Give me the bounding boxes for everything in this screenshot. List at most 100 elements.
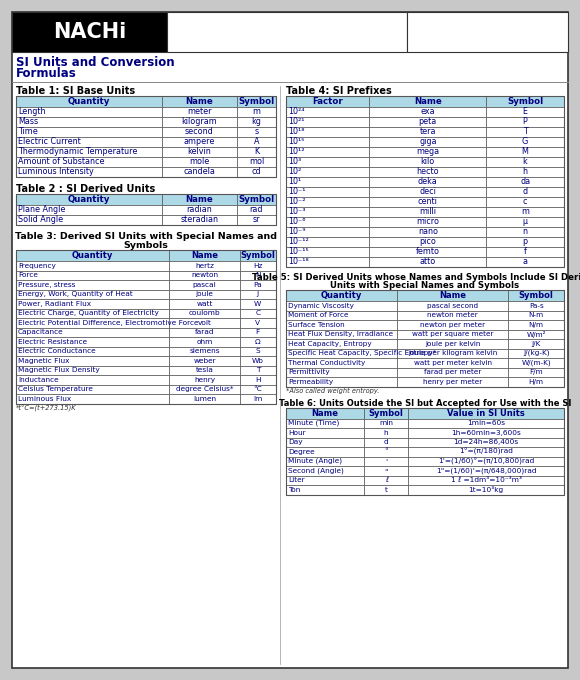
Text: C: C	[255, 310, 260, 316]
Text: G: G	[522, 137, 528, 146]
Text: coulomb: coulomb	[188, 310, 220, 316]
Bar	[486, 217, 564, 227]
Text: Plane Angle: Plane Angle	[18, 205, 66, 214]
Bar	[369, 197, 486, 207]
Text: Electric Charge, Quantity of Electricity: Electric Charge, Quantity of Electricity	[18, 310, 159, 316]
Bar	[486, 157, 564, 167]
Text: lumen: lumen	[193, 396, 216, 402]
Text: W: W	[254, 301, 262, 307]
Text: Magnetic Flux: Magnetic Flux	[18, 358, 70, 364]
Text: femto: femto	[416, 248, 440, 256]
Text: Name: Name	[439, 291, 466, 300]
Text: N: N	[255, 272, 260, 278]
Bar	[16, 215, 162, 225]
Text: Factor: Factor	[312, 97, 343, 106]
Text: joule per kilogram kelvin: joule per kilogram kelvin	[408, 350, 498, 356]
Bar	[240, 375, 276, 384]
Text: 10⁻⁹: 10⁻⁹	[288, 228, 306, 237]
Bar	[16, 318, 169, 328]
Bar	[16, 299, 169, 309]
Text: 1'=(1/60)°=(π/10,800)rad: 1'=(1/60)°=(π/10,800)rad	[438, 458, 534, 465]
Bar	[240, 250, 276, 261]
Text: m: m	[521, 207, 529, 216]
Bar	[286, 147, 369, 157]
Bar	[16, 107, 162, 117]
Text: Permeability: Permeability	[288, 379, 333, 385]
Text: Solid Angle: Solid Angle	[18, 216, 63, 224]
Bar	[240, 299, 276, 309]
Text: 1d=24h=86,400s: 1d=24h=86,400s	[454, 439, 519, 445]
Text: degree Celsius*: degree Celsius*	[176, 386, 233, 392]
Text: Value in SI Units: Value in SI Units	[447, 409, 525, 418]
Text: sr: sr	[253, 216, 260, 224]
Text: N-m: N-m	[528, 312, 544, 318]
Text: Name: Name	[414, 97, 441, 106]
Text: h: h	[384, 430, 389, 436]
Text: K: K	[254, 148, 259, 156]
Bar	[364, 466, 408, 475]
Text: f: f	[524, 248, 527, 256]
Text: 1min=60s: 1min=60s	[467, 420, 505, 426]
Bar	[486, 127, 564, 137]
Text: Minute (Time): Minute (Time)	[288, 420, 339, 426]
Text: Force: Force	[18, 272, 38, 278]
Text: joule per kelvin: joule per kelvin	[425, 341, 480, 347]
Bar	[169, 318, 240, 328]
Bar	[397, 348, 509, 358]
Text: d: d	[384, 439, 389, 445]
Bar	[369, 107, 486, 117]
Bar	[509, 301, 564, 311]
Bar	[486, 247, 564, 257]
Bar	[408, 428, 564, 437]
Text: ": "	[385, 468, 388, 474]
Text: h: h	[523, 167, 528, 177]
Text: °C: °C	[253, 386, 262, 392]
Text: Quantity: Quantity	[68, 195, 110, 204]
Text: Symbol: Symbol	[238, 97, 274, 106]
Bar	[509, 358, 564, 367]
Text: S: S	[255, 348, 260, 354]
Bar	[286, 96, 564, 267]
Text: Length: Length	[18, 107, 45, 116]
Bar	[369, 137, 486, 147]
Bar	[486, 197, 564, 207]
Bar	[237, 215, 276, 225]
Text: Symbol: Symbol	[519, 291, 554, 300]
Bar	[369, 167, 486, 177]
Text: weber: weber	[193, 358, 216, 364]
Bar	[408, 485, 564, 494]
Bar	[369, 147, 486, 157]
Bar	[286, 358, 397, 367]
Text: F/m: F/m	[530, 369, 543, 375]
Bar	[237, 96, 276, 107]
Text: kg: kg	[252, 118, 262, 126]
Bar	[237, 137, 276, 147]
Text: Permittivity: Permittivity	[288, 369, 329, 375]
Text: Hz: Hz	[253, 262, 263, 269]
Text: Energy, Work, Quantity of Heat: Energy, Work, Quantity of Heat	[18, 291, 133, 297]
Bar	[16, 157, 162, 167]
Bar	[162, 96, 237, 107]
Text: Table 1: SI Base Units: Table 1: SI Base Units	[16, 86, 135, 96]
Bar	[509, 377, 564, 386]
Bar	[162, 205, 237, 215]
Bar	[240, 384, 276, 394]
Text: J/K: J/K	[531, 341, 541, 347]
Text: Hour: Hour	[288, 430, 306, 436]
Text: Day: Day	[288, 439, 303, 445]
Text: s: s	[255, 128, 259, 137]
Bar	[169, 337, 240, 347]
Bar	[237, 147, 276, 157]
Bar	[397, 320, 509, 330]
Bar	[486, 207, 564, 217]
Text: pascal second: pascal second	[427, 303, 478, 309]
Text: p: p	[523, 237, 528, 247]
Bar	[169, 384, 240, 394]
Bar	[364, 428, 408, 437]
Bar	[169, 375, 240, 384]
Bar	[364, 485, 408, 494]
Text: Pressure, stress: Pressure, stress	[18, 282, 75, 288]
Text: 10⁻¹²: 10⁻¹²	[288, 237, 309, 247]
Bar	[286, 257, 369, 267]
Text: μ: μ	[523, 218, 528, 226]
